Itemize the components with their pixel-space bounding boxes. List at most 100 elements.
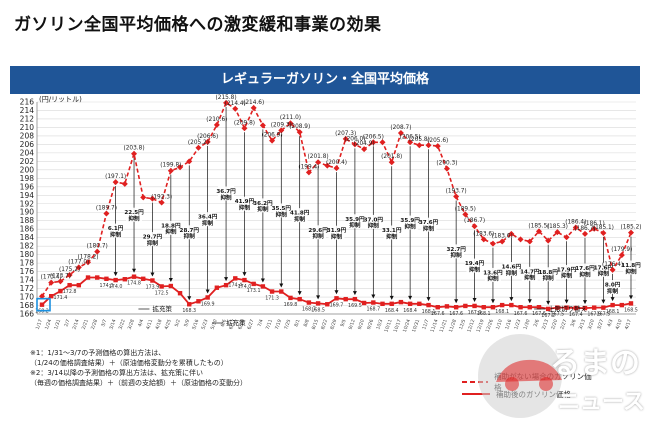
- subsidy-unit-label: 抑制: [239, 203, 251, 211]
- subsidy-arrow-head: [205, 289, 210, 294]
- predicted-point: [75, 264, 82, 271]
- y-tick-label: 180: [20, 250, 35, 259]
- subsidy-unit-label: 抑制: [506, 269, 518, 277]
- actual-value-label: 167.9: [468, 310, 482, 316]
- subsidy-unit-label: 抑制: [294, 215, 306, 223]
- legend-dashed-swatch: [462, 381, 489, 383]
- x-tick-label: 6/6: [220, 319, 228, 328]
- predicted-value-label: (203.8): [123, 146, 144, 152]
- predicted-point: [287, 120, 294, 127]
- predicted-point: [370, 139, 377, 146]
- predicted-value-label: (199.4): [298, 164, 319, 170]
- subsidy-label-bg: [576, 263, 593, 278]
- actual-point: [407, 301, 413, 307]
- subsidy-arrow-head: [279, 283, 284, 288]
- predicted-value-label: (204.9): [354, 141, 375, 147]
- subsidy-arrow-head: [610, 297, 615, 302]
- x-tick-label: 11/21: [439, 319, 449, 334]
- predicted-point: [48, 279, 55, 286]
- subsidy-label-bg: [144, 232, 161, 247]
- actual-point: [481, 305, 486, 310]
- y-axis-label: (円/リットル): [39, 96, 82, 104]
- y-tick-label: 166: [20, 310, 35, 319]
- x-tick-label: 5/2: [174, 319, 182, 328]
- actual-value-label: 172.8: [63, 289, 77, 295]
- predicted-point: [443, 165, 450, 172]
- actual-value-label: 168.1: [606, 309, 620, 315]
- y-tick-label: 174: [20, 276, 35, 285]
- y-tick-label: 192: [20, 199, 35, 208]
- subsidy-unit-label: 抑制: [625, 267, 637, 275]
- actual-value-label: 169.7: [330, 302, 344, 308]
- subsidy-label-bg: [310, 225, 327, 240]
- actual-point: [343, 296, 348, 302]
- x-tick-label: 2/13: [541, 319, 550, 331]
- predicted-point: [232, 105, 239, 112]
- subsidy-unit-label: 抑制: [220, 193, 232, 201]
- actual-value-label: 168.4: [385, 308, 399, 314]
- subsidy-amount-label: 29.6円: [308, 227, 328, 234]
- predicted-point: [342, 135, 349, 142]
- predicted-value-label: (205.8): [409, 137, 430, 143]
- subsidy-label-bg: [107, 223, 124, 238]
- predicted-value-label: (186.1): [584, 221, 605, 227]
- predicted-point: [223, 99, 230, 106]
- predicted-point: [462, 211, 469, 218]
- actual-point: [131, 274, 137, 279]
- x-tick-label: 5/23: [200, 319, 209, 331]
- y-tick-label: 212: [20, 114, 35, 123]
- y-tick-label: 204: [20, 148, 35, 157]
- actual-point: [251, 281, 256, 287]
- x-tick-label: 2/28: [90, 319, 99, 331]
- actual-point: [453, 305, 459, 310]
- y-tick-label: 188: [20, 216, 35, 225]
- actual-point: [279, 289, 284, 294]
- x-tick-label: 7/4: [257, 319, 265, 328]
- x-tick-label: 3/20: [587, 319, 596, 331]
- actual-value-label: 168.5: [624, 307, 638, 313]
- subsidy-amount-label: 17.6円: [594, 264, 614, 271]
- subsidy-arrow-head: [113, 272, 118, 277]
- predicted-value-label: (176.4): [602, 262, 623, 268]
- predicted-point: [296, 129, 303, 136]
- y-tick-label: 196: [20, 182, 35, 191]
- page-title: ガソリン全国平均価格への激変緩和事業の効果: [14, 15, 382, 35]
- subsidy-unit-label: 抑制: [579, 270, 591, 278]
- subsidy-label-bg: [365, 214, 382, 229]
- predicted-point: [186, 158, 193, 165]
- x-tick-label: 11/28: [448, 319, 458, 334]
- x-tick-label: 2/21: [81, 319, 90, 331]
- subsidy-arrow-head: [629, 295, 633, 300]
- x-tick-label: 8/1: [293, 319, 301, 328]
- actual-point: [444, 304, 450, 309]
- actual-value-label: 171.3: [265, 296, 279, 302]
- subsidy-amount-label: 36.7円: [216, 188, 236, 195]
- subsidy-unit-label: 抑制: [423, 224, 435, 232]
- predicted-value-label: (214.6): [243, 100, 264, 106]
- y-tick-label: 172: [20, 284, 35, 293]
- x-tick-label: 7/25: [283, 319, 292, 331]
- subsidy-label-bg: [466, 258, 483, 273]
- actual-point: [426, 302, 431, 308]
- actual-point: [214, 285, 220, 290]
- actual-point: [398, 299, 404, 305]
- x-tick-label: 5/30: [210, 319, 219, 331]
- subsidy-amount-label: 41.8円: [290, 210, 310, 217]
- subsidy-label-bg: [402, 215, 419, 230]
- actual-value-label: 168.1: [495, 309, 509, 315]
- predicted-point: [489, 240, 496, 247]
- x-tick-label: 1/23: [513, 319, 522, 331]
- subsidy-amount-label: 36.2円: [253, 200, 273, 207]
- predicted-point: [213, 121, 220, 128]
- actual-point: [463, 303, 468, 309]
- x-tick-label: 12/5: [458, 319, 467, 331]
- x-tick-label: 12/19: [475, 319, 485, 334]
- footnote-1: ※1：1/31～3/7の予測価格の算出方法は、: [30, 349, 166, 357]
- subsidy-unit-label: 抑制: [524, 274, 536, 282]
- predicted-point: [241, 125, 248, 132]
- predicted-point: [121, 180, 128, 187]
- predicted-point: [177, 164, 184, 171]
- actual-point: [564, 305, 569, 310]
- subsidy-amount-label: 37.0円: [364, 216, 384, 223]
- subsidy-label-bg: [521, 266, 538, 281]
